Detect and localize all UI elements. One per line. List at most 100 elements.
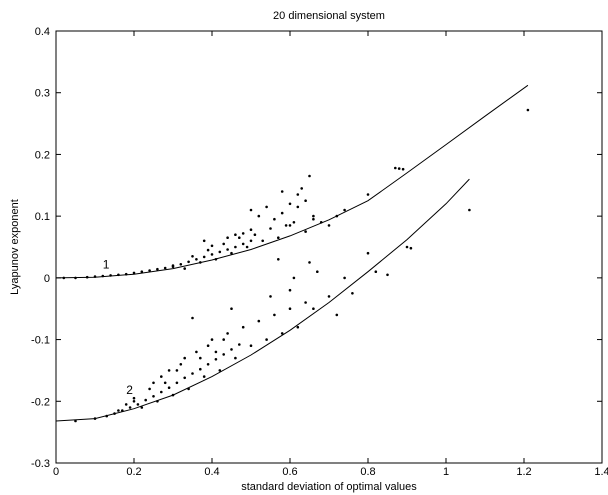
data-point xyxy=(195,350,198,354)
data-point xyxy=(175,369,179,372)
data-point xyxy=(210,244,214,248)
data-point xyxy=(277,236,280,239)
data-point xyxy=(249,208,253,212)
data-point xyxy=(265,338,268,341)
data-point xyxy=(280,332,284,335)
y-tick-label: -0.1 xyxy=(31,335,50,347)
y-tick-label: -0.3 xyxy=(31,458,50,470)
data-point xyxy=(288,202,292,206)
data-point xyxy=(397,167,401,170)
chart-title: 20 dimensional system xyxy=(273,10,385,22)
data-point xyxy=(191,372,194,375)
data-point xyxy=(222,353,225,356)
y-tick-label: 0.1 xyxy=(35,211,50,223)
data-point xyxy=(199,261,202,264)
data-point xyxy=(210,253,214,256)
data-point xyxy=(468,208,471,212)
data-point xyxy=(288,307,292,311)
data-point xyxy=(214,258,218,261)
x-axis-title: standard deviation of optimal values xyxy=(241,481,417,493)
x-tick-label: 1.4 xyxy=(594,466,608,478)
data-point xyxy=(238,236,241,239)
data-point xyxy=(167,386,171,390)
data-point xyxy=(269,295,272,298)
data-point xyxy=(234,233,237,236)
data-point xyxy=(148,269,151,272)
data-point xyxy=(335,214,339,218)
data-point xyxy=(288,224,292,227)
y-tick-label: 0.2 xyxy=(35,149,50,161)
data-point xyxy=(183,356,186,360)
data-point xyxy=(401,167,405,171)
data-point xyxy=(206,344,210,348)
data-point xyxy=(113,412,116,415)
data-point xyxy=(366,193,370,196)
data-point xyxy=(257,319,261,323)
data-point xyxy=(101,274,105,278)
data-point xyxy=(167,369,171,372)
data-point xyxy=(132,400,136,403)
data-point xyxy=(187,387,190,391)
data-point xyxy=(265,205,268,209)
data-point xyxy=(191,254,194,258)
data-point xyxy=(257,214,261,218)
data-point xyxy=(308,174,311,178)
data-point xyxy=(175,381,179,385)
data-point xyxy=(160,375,163,378)
data-point xyxy=(183,267,186,270)
data-point xyxy=(124,272,128,276)
data-point xyxy=(238,343,241,346)
fit-curve-1 xyxy=(55,84,529,279)
data-point xyxy=(230,251,233,255)
data-point xyxy=(300,187,304,190)
data-point xyxy=(187,260,190,264)
data-point xyxy=(148,387,151,391)
data-point xyxy=(191,316,194,320)
x-tick-label: 0.4 xyxy=(204,466,219,478)
x-tick-label: 0 xyxy=(53,466,59,478)
axis-ticks: 0 0.2 0.4 0.6 0.8 1 1.2 1.4 -0.3 -0.2 -0.1 0 0.1 0.2 0… xyxy=(31,26,608,478)
data-point xyxy=(206,363,210,366)
data-point xyxy=(214,350,218,354)
data-point xyxy=(405,245,409,249)
data-point xyxy=(394,166,397,170)
data-point xyxy=(366,251,370,255)
data-point xyxy=(179,363,183,366)
data-point xyxy=(343,208,346,212)
data-point xyxy=(351,292,354,295)
data-point xyxy=(249,344,253,348)
data-point xyxy=(253,233,257,236)
data-point xyxy=(312,214,315,218)
scatter-points xyxy=(62,108,530,423)
data-point xyxy=(234,356,237,360)
data-point xyxy=(171,393,175,397)
data-point xyxy=(152,381,155,385)
data-point xyxy=(526,108,530,112)
data-point xyxy=(199,367,202,371)
data-point xyxy=(245,245,249,249)
x-tick-label: 1.2 xyxy=(516,466,531,478)
data-point xyxy=(171,264,175,267)
data-point xyxy=(280,190,284,193)
data-point xyxy=(280,211,284,215)
data-point xyxy=(292,276,296,280)
data-point xyxy=(249,228,253,231)
data-point xyxy=(226,332,229,335)
data-point xyxy=(226,236,229,239)
data-point xyxy=(273,217,276,221)
data-point xyxy=(140,270,144,274)
data-point xyxy=(296,193,300,196)
data-point xyxy=(124,403,128,406)
data-point xyxy=(319,221,323,224)
data-point xyxy=(292,221,296,224)
data-point xyxy=(234,245,237,249)
data-point xyxy=(152,395,155,398)
data-point xyxy=(249,239,253,243)
data-point xyxy=(312,307,315,311)
data-point xyxy=(140,406,144,409)
data-point xyxy=(343,276,346,280)
data-point xyxy=(308,261,311,264)
data-point xyxy=(202,255,206,259)
data-point xyxy=(144,398,147,402)
data-point xyxy=(296,205,300,209)
